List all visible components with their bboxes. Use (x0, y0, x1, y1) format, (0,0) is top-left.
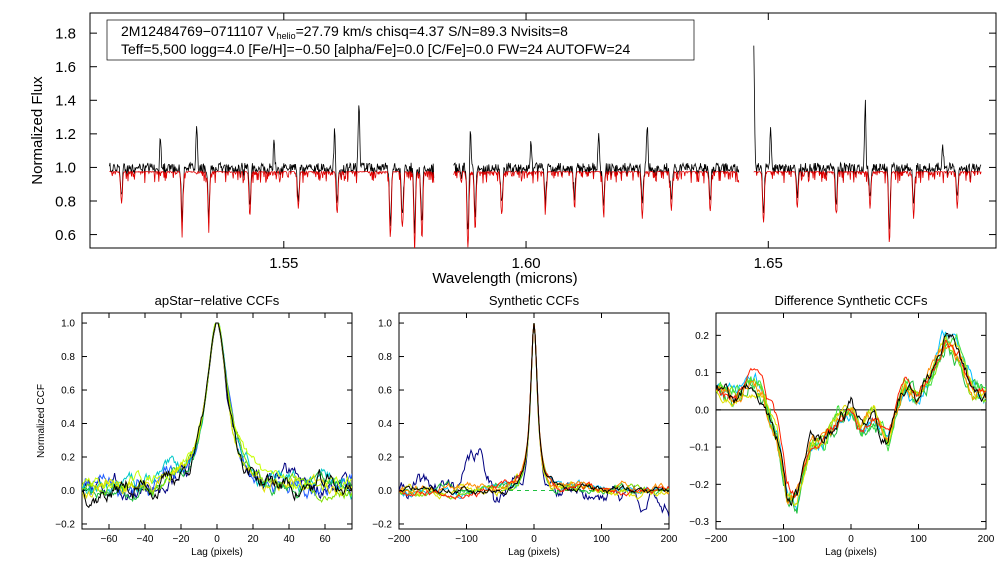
model-spectrum-chip-2 (453, 170, 740, 248)
x-tick-label: 40 (283, 534, 295, 545)
x-tick-label: −200 (705, 534, 728, 545)
x-tick-label: −100 (455, 534, 478, 545)
x-tick-label: 1.60 (511, 255, 540, 272)
x-tick-label: 1.65 (754, 255, 783, 272)
plot-frame (81, 312, 353, 530)
annotation-box (106, 19, 695, 61)
y-axis-label: Normalized Flux (29, 76, 46, 185)
x-axis-label: Lag (pixels) (825, 547, 877, 558)
ccf-series-visit-5 (82, 322, 352, 503)
ccf-series-visit-1 (716, 329, 986, 512)
y-tick-label: 0.0 (378, 486, 392, 497)
ccf-series-visit-4 (716, 332, 986, 503)
ccf-series-visit-6 (399, 322, 669, 495)
y-tick-label: 1.8 (55, 25, 76, 42)
model-spectrum-chip-3 (753, 170, 982, 243)
ccf-series-visit-5 (399, 322, 669, 501)
x-axis-label: Lag (pixels) (508, 547, 560, 558)
x-tick-label: 0 (214, 534, 220, 545)
y-tick-label: 0.1 (695, 368, 709, 379)
y-tick-label: 0.2 (61, 453, 75, 464)
y-tick-label: −0.3 (689, 517, 709, 528)
y-tick-label: −0.2 (689, 480, 709, 491)
annotation-star-id: 2M12484769−0711107 V (121, 23, 277, 39)
difference-synthetic-ccf-panel: −200 −100 0 100 200 −0.3 −0.2 −0.1 0.0 0.1 0.2 Diff… (689, 293, 995, 558)
ccf-series-visit-2 (716, 342, 986, 514)
observed-spectrum-chip-1 (109, 105, 435, 234)
ccf-series-visit-2 (82, 322, 352, 500)
y-tick-label: 1.4 (55, 93, 76, 110)
y-tick-label: 0.8 (378, 352, 392, 363)
observed-spectrum-chip-2 (453, 127, 740, 230)
ccf-series-visit-5 (716, 336, 986, 507)
ccf-series-visit-4 (82, 322, 352, 503)
ccf-series-combined (716, 332, 986, 507)
x-tick-label: −40 (137, 534, 154, 545)
y-axis-label: Normalized CCF (36, 384, 47, 458)
x-tick-label: −100 (772, 534, 795, 545)
ccf-series-visit-7 (82, 322, 352, 500)
ccf-series-visit-6 (82, 322, 352, 493)
ccf-series-visit-1 (82, 322, 352, 501)
x-tick-label: 200 (978, 534, 995, 545)
annotation-line-2: Teff=5,500 logg=4.0 [Fe/H]=−0.50 [alpha/… (121, 41, 630, 57)
ccf-series-visit-7 (399, 322, 669, 500)
panel-title: Synthetic CCFs (489, 293, 580, 308)
x-axis-label: Wavelength (microns) (432, 270, 577, 287)
annotation-subscript: helio (277, 31, 296, 41)
ccf-series-visit-3 (716, 338, 986, 504)
x-tick-label: −60 (101, 534, 118, 545)
annotation-stats: =27.79 km/s chisq=4.37 S/N=89.3 Nvisits=… (296, 23, 569, 39)
model-spectrum-chip-1 (109, 170, 435, 248)
x-tick-label: −200 (388, 534, 411, 545)
y-tick-label: 0.6 (61, 386, 75, 397)
panel-title: Difference Synthetic CCFs (775, 293, 928, 308)
y-tick-label: 0.8 (55, 193, 76, 210)
apstar-relative-ccf-panel: −60 −40 −20 0 20 40 60 −0.2 0.0 0.2 0.4 0.6 0.8 1.0 ap… (36, 293, 353, 558)
y-tick-label: 0.6 (378, 386, 392, 397)
y-tick-label: 0.8 (61, 352, 75, 363)
x-tick-label: 0 (848, 534, 854, 545)
y-tick-label: 1.6 (55, 59, 76, 76)
x-tick-label: 200 (661, 534, 678, 545)
y-tick-label: 1.2 (55, 126, 76, 143)
ccf-series-visit-7 (716, 339, 986, 499)
x-tick-label: 100 (910, 534, 927, 545)
y-tick-label: 0.0 (695, 405, 709, 416)
y-tick-label: −0.1 (689, 443, 709, 454)
x-tick-label: −20 (173, 534, 190, 545)
y-tick-label: 0.6 (55, 227, 76, 244)
ccf-series-visit-2 (399, 322, 669, 500)
x-tick-label: 60 (319, 534, 331, 545)
y-tick-label: 0.2 (695, 331, 709, 342)
ccf-series-visit-3 (399, 322, 669, 497)
panel-title: apStar−relative CCFs (155, 293, 280, 308)
plot-frame (398, 312, 670, 530)
ccf-series-visit-3 (82, 322, 352, 501)
x-tick-label: 20 (247, 534, 259, 545)
y-tick-label: 0.0 (61, 486, 75, 497)
observed-spectrum-chip-3 (753, 45, 982, 230)
plot-frame (89, 12, 997, 249)
y-tick-label: −0.2 (372, 519, 392, 530)
ccf-series-visit-4 (399, 322, 669, 500)
y-tick-label: 0.4 (61, 419, 75, 430)
y-tick-label: 0.4 (378, 419, 392, 430)
synthetic-ccf-panel: −200 −100 0 100 200 −0.2 0.0 0.2 0.4 0.6 0.8 1.0 Syn… (372, 293, 678, 558)
x-tick-label: 100 (593, 534, 610, 545)
y-tick-label: 1.0 (378, 319, 392, 330)
spectrum-panel: 1.55 1.60 1.65 0.6 0.8 1.0 1.2 1.4 1.6 1.8 Wavelen… (29, 12, 997, 287)
x-axis-label: Lag (pixels) (191, 547, 243, 558)
ccf-series-combined (82, 322, 352, 509)
x-tick-label: 0 (531, 534, 537, 545)
y-tick-label: 0.2 (378, 453, 392, 464)
y-tick-label: 1.0 (61, 319, 75, 330)
annotation-line-1: 2M12484769−0711107 Vhelio=27.79 km/s chi… (121, 23, 568, 41)
x-tick-label: 1.55 (269, 255, 298, 272)
ccf-series-combined (399, 322, 669, 496)
ccf-series-visit-6 (716, 341, 986, 506)
y-tick-label: −0.2 (55, 519, 75, 530)
y-tick-label: 1.0 (55, 160, 76, 177)
